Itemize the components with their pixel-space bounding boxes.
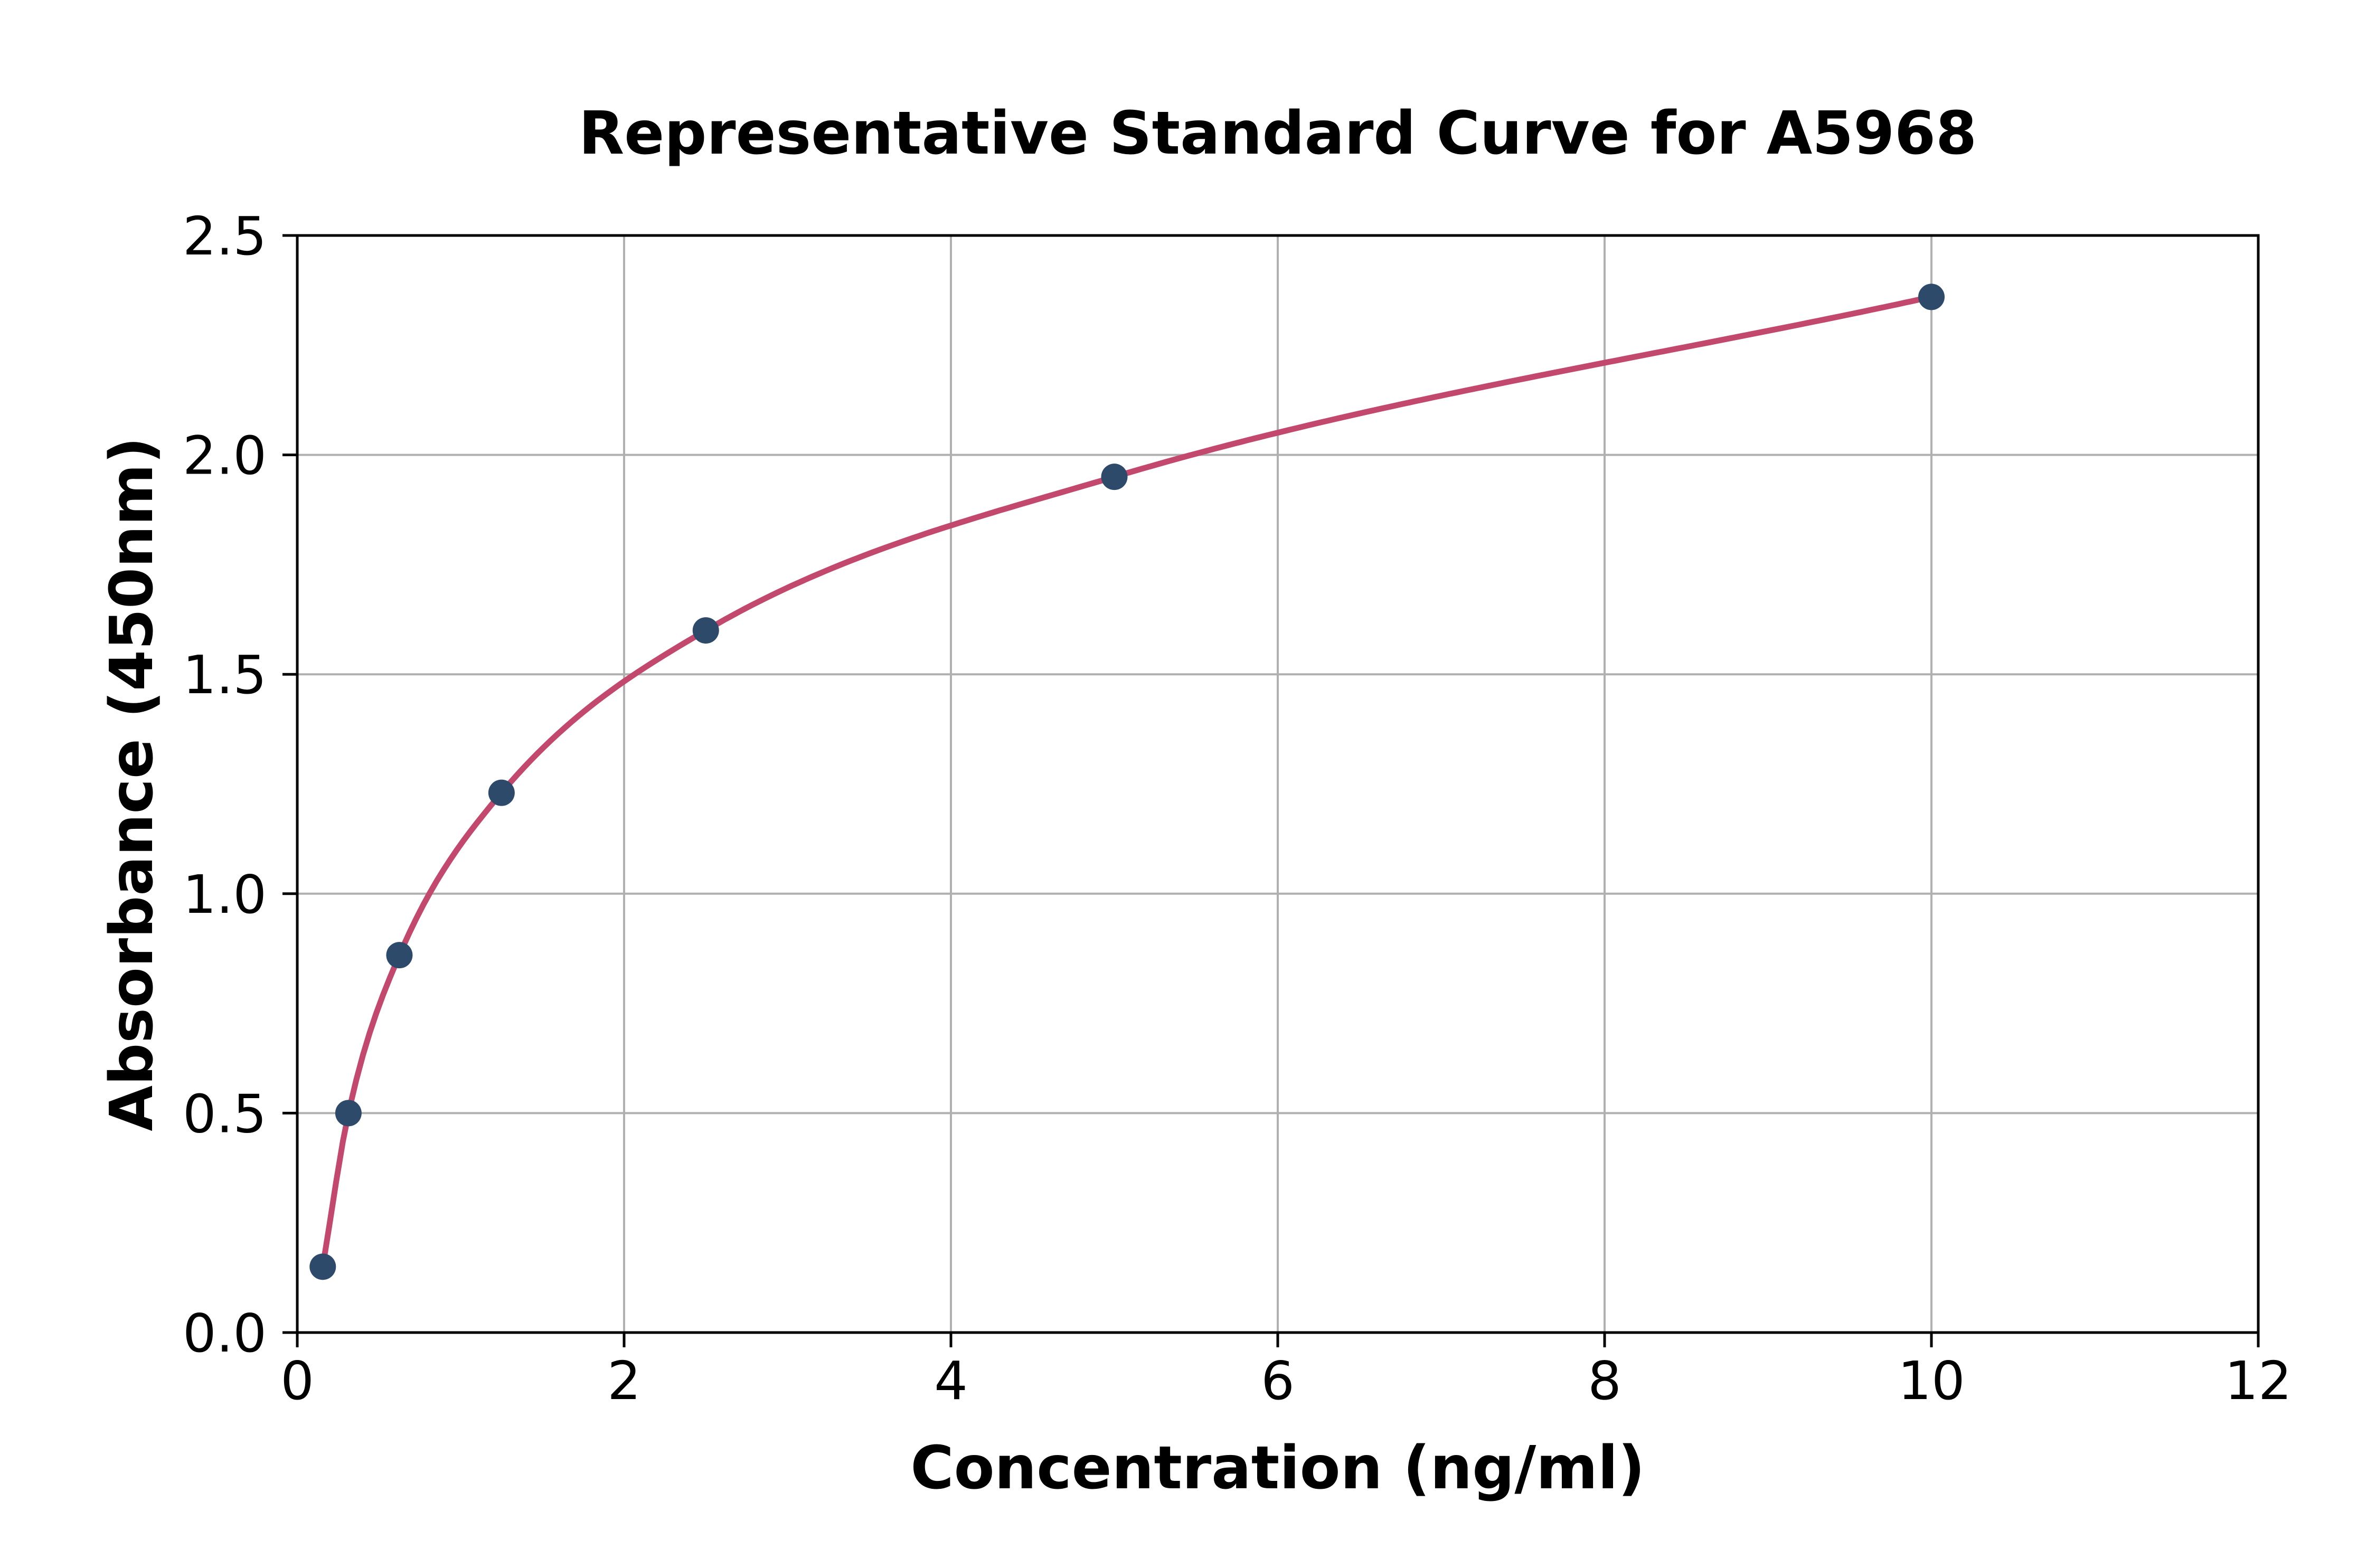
y-tick-label: 2.0 bbox=[183, 425, 267, 487]
x-tick-label: 0 bbox=[280, 1350, 314, 1412]
tick-labels: 0 2 4 6 8 10 12 0.0 0.5 1.0 1.5 2.0 2.5 bbox=[183, 205, 2292, 1412]
data-point bbox=[1918, 284, 1945, 310]
y-tick-label: 0.5 bbox=[183, 1083, 267, 1145]
data-point bbox=[488, 779, 515, 806]
standard-points bbox=[309, 284, 1945, 1280]
x-tick-label: 12 bbox=[2224, 1350, 2292, 1412]
x-tick-label: 2 bbox=[607, 1350, 641, 1412]
y-tick-label: 2.5 bbox=[183, 205, 267, 267]
data-point bbox=[692, 617, 719, 644]
x-tick-label: 6 bbox=[1261, 1350, 1295, 1412]
x-tick-label: 10 bbox=[1898, 1350, 1965, 1412]
data-point bbox=[1101, 464, 1128, 490]
tick-marks bbox=[282, 234, 2260, 1347]
y-tick-label: 1.0 bbox=[183, 864, 267, 925]
y-tick-label: 0.0 bbox=[183, 1302, 267, 1364]
chart-title: Representative Standard Curve for A5968 bbox=[578, 99, 1977, 168]
data-point bbox=[309, 1253, 336, 1280]
x-axis-label: Concentration (ng/ml) bbox=[910, 1434, 1645, 1503]
fitted-curve bbox=[319, 294, 1935, 1270]
data-point bbox=[386, 942, 413, 969]
x-tick-label: 4 bbox=[934, 1350, 968, 1412]
gridlines bbox=[297, 235, 2258, 1333]
x-tick-label: 8 bbox=[1588, 1350, 1621, 1412]
data-point bbox=[335, 1100, 362, 1127]
y-axis-label: Absorbance (450nm) bbox=[98, 437, 166, 1131]
y-tick-label: 1.5 bbox=[183, 644, 267, 706]
